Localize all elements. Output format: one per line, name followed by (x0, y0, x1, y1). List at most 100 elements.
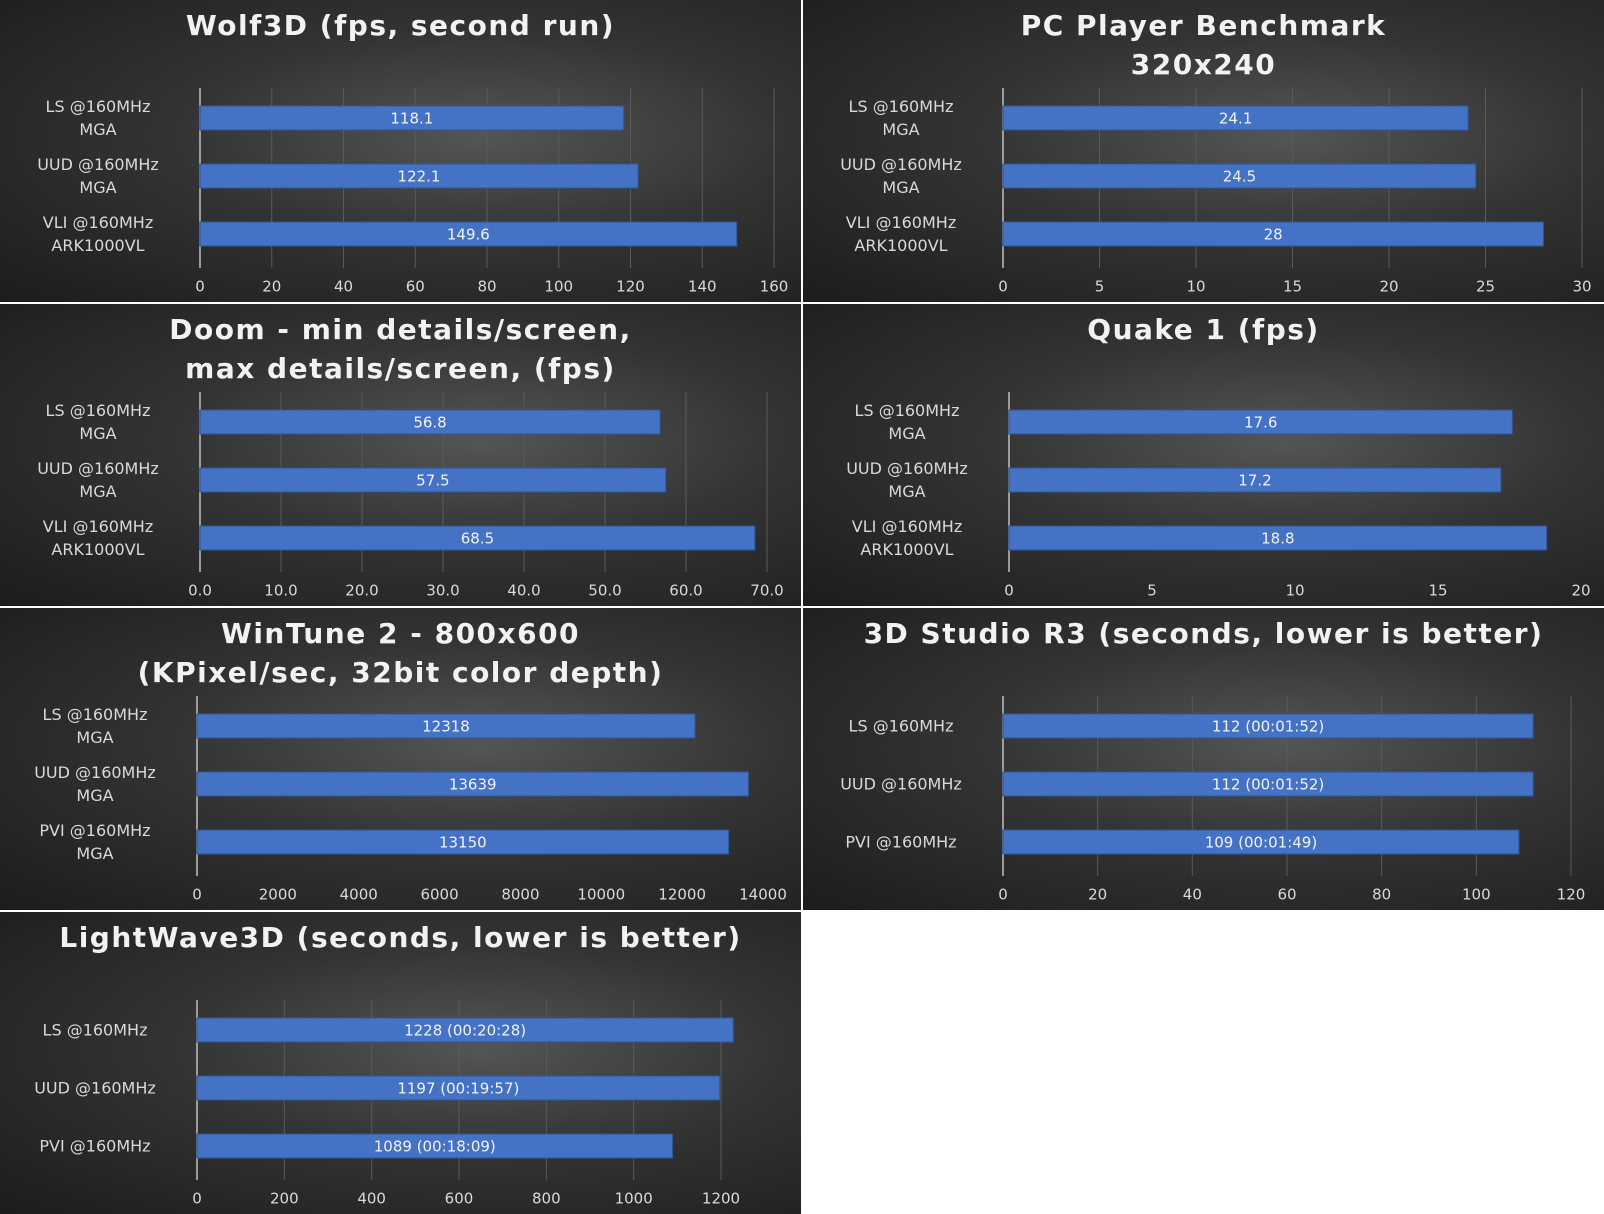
plot: 0 5 10 15 20 25 30 24.1 24.5 28 (998, 88, 1592, 296)
bar (199, 105, 625, 131)
x-tick-label: 20 (1571, 582, 1590, 600)
chart-title: Wolf3D (fps, second run) (185, 9, 616, 42)
chart-title: Doom - min details/screen, max details/s… (169, 313, 632, 385)
y-tick-label: PVI @160MHz (39, 1136, 151, 1156)
bar (1002, 163, 1477, 189)
y-tick-label: UUD @160MHz (34, 1078, 156, 1098)
value-label: 24.1 (1219, 110, 1252, 128)
bar (199, 163, 639, 189)
bar (196, 771, 749, 797)
chart-panel: PC Player Benchmark 320x240 0 5 10 15 20 25 30 2… (803, 0, 1604, 302)
value-label: 18.8 (1261, 530, 1294, 548)
y-tick-label: UUD @160MHz MGA (840, 155, 962, 197)
y-tick-label: VLI @160MHz ARK1000VL (851, 517, 963, 559)
x-tick-label: 50.0 (588, 582, 621, 600)
value-label: 112 (00:01:52) (1212, 776, 1324, 794)
bar (1008, 467, 1502, 493)
x-tick-label: 20.0 (345, 582, 378, 600)
value-label: 1197 (00:19:57) (397, 1080, 519, 1098)
value-label: 13639 (449, 776, 497, 794)
plot: 0.0 10.0 20.0 30.0 40.0 50.0 60.0 70.0 56.8 57.5 6… (188, 392, 784, 600)
x-tick-label: 5 (1147, 582, 1157, 600)
x-tick-label: 160 (760, 278, 789, 296)
y-tick-label: LS @160MHz MGA (45, 97, 151, 139)
value-label: 12318 (422, 718, 470, 736)
bar (196, 713, 696, 739)
x-tick-label: 20 (262, 278, 281, 296)
y-tick-label: LS @160MHz MGA (45, 401, 151, 443)
chart-title: 3D Studio R3 (seconds, lower is better) (863, 617, 1544, 650)
y-tick-label: VLI @160MHz ARK1000VL (42, 213, 154, 255)
x-tick-label: 60 (1277, 886, 1296, 904)
x-tick-label: 60.0 (669, 582, 702, 600)
y-tick-label: UUD @160MHz MGA (37, 459, 159, 501)
x-tick-label: 60 (406, 278, 425, 296)
x-tick-label: 0 (192, 886, 202, 904)
value-label: 13150 (439, 834, 487, 852)
x-tick-label: 15 (1428, 582, 1447, 600)
x-tick-label: 100 (1462, 886, 1491, 904)
value-label: 56.8 (413, 414, 446, 432)
x-tick-label: 70.0 (750, 582, 783, 600)
bar (1002, 221, 1544, 247)
x-tick-label: 80 (1372, 886, 1391, 904)
chart-panel: 3D Studio R3 (seconds, lower is better) 0… (803, 608, 1604, 910)
x-tick-label: 120 (616, 278, 645, 296)
x-tick-label: 800 (532, 1190, 561, 1208)
x-tick-label: 40 (334, 278, 353, 296)
value-label: 57.5 (416, 472, 449, 490)
x-tick-label: 14000 (739, 886, 787, 904)
x-tick-label: 0 (998, 278, 1008, 296)
chart-title: Quake 1 (fps) (1087, 313, 1320, 346)
value-label: 118.1 (390, 110, 433, 128)
bar (1008, 409, 1513, 435)
plot: 0 20 40 60 80 100 120 140 160 118.1 122.1 149.6 (195, 88, 789, 296)
bar (199, 525, 756, 551)
x-tick-label: 120 (1557, 886, 1586, 904)
value-label: 109 (00:01:49) (1205, 834, 1317, 852)
bar (1002, 829, 1520, 855)
x-tick-label: 0.0 (188, 582, 212, 600)
y-tick-label: LS @160MHz (848, 716, 954, 736)
value-label: 24.5 (1223, 168, 1256, 186)
bar (196, 829, 730, 855)
bar (199, 467, 667, 493)
plot: 0 200 400 600 800 1000 1200 1228 (00:20:28) 1197… (192, 1000, 740, 1208)
bar (196, 1133, 674, 1159)
value-label: 17.6 (1244, 414, 1277, 432)
value-label: 122.1 (398, 168, 441, 186)
x-tick-label: 100 (544, 278, 573, 296)
value-label: 1089 (00:18:09) (374, 1138, 496, 1156)
x-tick-label: 600 (445, 1190, 474, 1208)
x-tick-label: 10 (1285, 582, 1304, 600)
bar (1002, 771, 1534, 797)
x-tick-label: 15 (1283, 278, 1302, 296)
value-label: 1228 (00:20:28) (404, 1022, 526, 1040)
plot: 0 2000 4000 6000 8000 10000 12000 14000 12318 136… (192, 696, 787, 904)
chart-panel: Wolf3D (fps, second run) 0 20 40 60 80 100 120 1… (0, 0, 801, 302)
x-tick-label: 200 (270, 1190, 299, 1208)
y-tick-label: LS @160MHz MGA (848, 97, 954, 139)
plot: 0 20 40 60 80 100 120 112 (00:01:52) 112 (00:01:… (998, 696, 1586, 904)
x-tick-label: 40.0 (507, 582, 540, 600)
x-tick-label: 12000 (658, 886, 706, 904)
x-tick-label: 10 (1186, 278, 1205, 296)
y-tick-label: VLI @160MHz ARK1000VL (845, 213, 957, 255)
x-tick-label: 0 (1004, 582, 1014, 600)
x-tick-label: 40 (1183, 886, 1202, 904)
y-tick-label: VLI @160MHz ARK1000VL (42, 517, 154, 559)
y-tick-label: LS @160MHz (42, 1020, 148, 1040)
x-tick-label: 80 (477, 278, 496, 296)
y-tick-label: UUD @160MHz (840, 774, 962, 794)
bar (199, 221, 738, 247)
x-tick-label: 5 (1095, 278, 1105, 296)
chart-title: WinTune 2 - 800x600 (KPixel/sec, 32bit c… (137, 617, 664, 689)
x-tick-label: 6000 (420, 886, 458, 904)
y-tick-label: PVI @160MHz (845, 832, 957, 852)
bar (196, 1075, 721, 1101)
bar (196, 1017, 734, 1043)
value-label: 149.6 (447, 226, 490, 244)
x-tick-label: 10000 (577, 886, 625, 904)
x-tick-label: 30.0 (426, 582, 459, 600)
